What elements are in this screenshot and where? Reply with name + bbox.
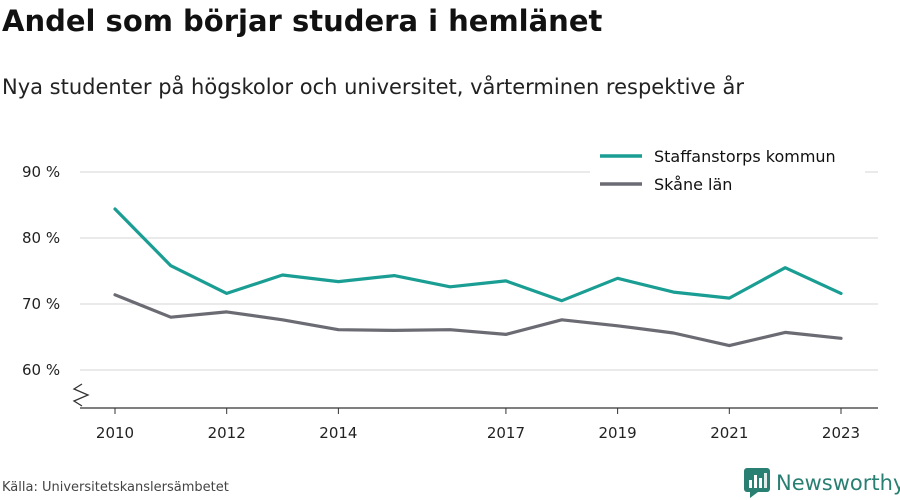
x-tick-label: 2017 [487,424,525,442]
x-tick-label: 2014 [319,424,357,442]
source-note: Källa: Universitetskanslersämbetet [2,480,229,495]
series-line-staffanstorp [113,207,843,303]
chart-title: Andel som börjar studera i hemlänet [2,4,603,38]
y-tick-label: 80 % [22,229,60,247]
y-tick-label: 90 % [22,163,60,181]
x-tick-label: 2023 [822,424,860,442]
y-axis-ticks: 90 % 80 % 70 % 60 % [22,163,60,379]
newsworthy-logo-icon [744,468,770,498]
series [113,207,843,348]
x-tick-label: 2012 [208,424,246,442]
axis-break-icon [72,383,90,407]
legend-label: Skåne län [654,175,732,194]
x-tick-label: 2010 [96,424,134,442]
legend: Staffanstorps kommun Skåne län [590,140,865,202]
x-axis-ticks: 2010 2012 2014 2017 2019 2021 2023 [96,408,860,442]
x-axis [72,383,878,409]
x-tick-label: 2019 [599,424,637,442]
y-tick-label: 60 % [22,361,60,379]
chart-subtitle: Nya studenter på högskolor och universit… [2,75,744,99]
brand-logo[interactable]: Newsworthy [744,468,900,498]
y-tick-label: 70 % [22,295,60,313]
legend-label: Staffanstorps kommun [654,147,836,166]
brand-name: Newsworthy [776,471,900,495]
line-chart: 90 % 80 % 70 % 60 % 2010 2012 2014 2017 2019 202… [22,140,878,442]
series-line-skane [113,293,843,348]
x-tick-label: 2021 [710,424,748,442]
legend-background [590,140,865,202]
